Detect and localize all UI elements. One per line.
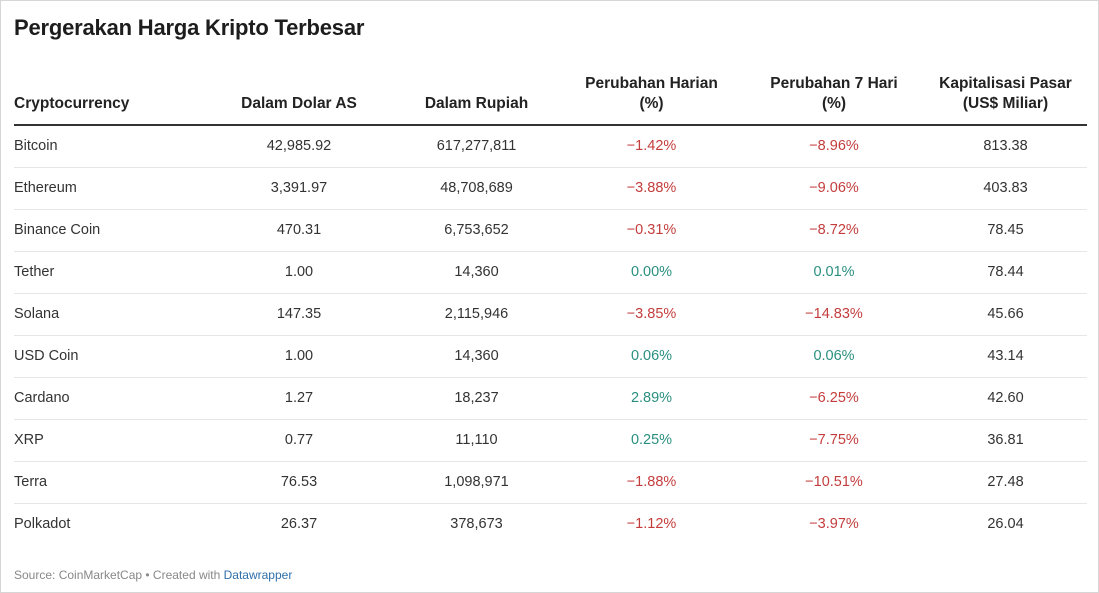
- table-row: USD Coin 1.00 14,360 0.06% 0.06% 43.14: [14, 335, 1087, 378]
- header-weekly-change-line1: Perubahan 7 Hari: [770, 75, 898, 92]
- table-row: XRP 0.77 11,110 0.25% −7.75% 36.81: [14, 419, 1087, 462]
- header-usd[interactable]: Dalam Dolar AS: [204, 67, 394, 126]
- table-row: Ethereum 3,391.97 48,708,689 −3.88% −9.06% 40…: [14, 167, 1087, 210]
- cell-rupiah: 14,360: [394, 251, 559, 294]
- cell-name: Bitcoin: [14, 125, 204, 168]
- header-daily-change[interactable]: Perubahan Harian (%): [559, 67, 744, 126]
- cell-weekly-change: −10.51%: [744, 461, 924, 504]
- cell-weekly-change: −6.25%: [744, 377, 924, 420]
- cell-rupiah: 18,237: [394, 377, 559, 420]
- header-daily-change-line2: (%): [639, 95, 664, 112]
- cell-daily-change: 2.89%: [559, 377, 744, 420]
- cell-name: Ethereum: [14, 167, 204, 210]
- cell-daily-change: −1.12%: [626, 516, 677, 533]
- cell-weekly-change: −3.97%: [809, 516, 859, 533]
- cell-rupiah: 48,708,689: [394, 167, 559, 210]
- datawrapper-link[interactable]: Datawrapper: [223, 568, 293, 582]
- cell-rupiah: 11,110: [394, 419, 559, 462]
- table-row: Terra 76.53 1,098,971 −1.88% −10.51% 27.48: [14, 461, 1087, 504]
- header-market-cap-line2: (US$ Miliar): [962, 95, 1049, 112]
- crypto-table: Cryptocurrency Dalam Dolar AS Dalam Rupi…: [14, 67, 1087, 545]
- header-weekly-change-line2: (%): [821, 95, 847, 112]
- cell-weekly-change: 0.06%: [744, 335, 924, 378]
- header-rupiah[interactable]: Dalam Rupiah: [394, 67, 559, 126]
- cell-usd: 76.53: [204, 461, 394, 504]
- cell-weekly-change: −8.72%: [744, 209, 924, 252]
- cell-weekly-change: −14.83%: [744, 293, 924, 336]
- cell-usd: 0.77: [204, 419, 394, 462]
- cell-market-cap: 78.44: [924, 251, 1087, 294]
- footer: Source: CoinMarketCap • Created with Dat…: [14, 568, 292, 582]
- header-daily-change-line1: Perubahan Harian: [585, 75, 718, 92]
- cell-rupiah: 617,277,811: [394, 125, 559, 168]
- cell-rupiah: 378,673: [450, 516, 503, 533]
- cell-daily-change: 0.00%: [559, 251, 744, 294]
- cell-name: Polkadot: [14, 516, 71, 533]
- cell-daily-change: 0.06%: [559, 335, 744, 378]
- cell-name: Cardano: [14, 377, 204, 420]
- cell-weekly-change: 0.01%: [744, 251, 924, 294]
- cell-usd: 42,985.92: [204, 125, 394, 168]
- cell-usd: 1.00: [204, 251, 394, 294]
- table-row: Binance Coin 470.31 6,753,652 −0.31% −8.72% 7…: [14, 209, 1087, 252]
- cell-market-cap: 813.38: [924, 125, 1087, 168]
- cell-name: Solana: [14, 293, 204, 336]
- cell-daily-change: −3.85%: [559, 293, 744, 336]
- header-cryptocurrency[interactable]: Cryptocurrency: [14, 67, 204, 126]
- cell-market-cap: 403.83: [924, 167, 1087, 210]
- cell-daily-change: −1.88%: [559, 461, 744, 504]
- cell-rupiah: 1,098,971: [394, 461, 559, 504]
- cell-market-cap: 78.45: [924, 209, 1087, 252]
- cell-daily-change: −1.42%: [559, 125, 744, 168]
- chart-title: Pergerakan Harga Kripto Terbesar: [14, 15, 365, 40]
- table-header-row: Cryptocurrency Dalam Dolar AS Dalam Rupi…: [14, 67, 1087, 126]
- cell-rupiah: 14,360: [394, 335, 559, 378]
- table-row: Bitcoin 42,985.92 617,277,811 −1.42% −8.96% 8…: [14, 125, 1087, 168]
- cell-daily-change: −3.88%: [559, 167, 744, 210]
- cell-usd: 3,391.97: [204, 167, 394, 210]
- table-row: Solana 147.35 2,115,946 −3.85% −14.83% 45.66: [14, 293, 1087, 336]
- header-weekly-change[interactable]: Perubahan 7 Hari (%): [744, 67, 924, 126]
- cell-usd: 1.27: [204, 377, 394, 420]
- cell-name: Tether: [14, 251, 204, 294]
- cell-rupiah: 6,753,652: [394, 209, 559, 252]
- cell-weekly-change: −9.06%: [744, 167, 924, 210]
- table-row: Polkadot 26.37 378,673 −1.12% −3.97% 26.04: [14, 503, 1087, 545]
- cell-market-cap: 43.14: [924, 335, 1087, 378]
- source-text: Source: CoinMarketCap • Created with: [14, 568, 224, 582]
- cell-rupiah: 2,115,946: [394, 293, 559, 336]
- cell-market-cap: 27.48: [924, 461, 1087, 504]
- header-market-cap[interactable]: Kapitalisasi Pasar (US$ Miliar): [924, 67, 1087, 126]
- cell-market-cap: 26.04: [987, 516, 1024, 533]
- header-market-cap-line1: Kapitalisasi Pasar: [939, 75, 1072, 92]
- cell-name: Terra: [14, 461, 204, 504]
- cell-usd: 470.31: [204, 209, 394, 252]
- table-row: Tether 1.00 14,360 0.00% 0.01% 78.44: [14, 251, 1087, 294]
- cell-daily-change: −0.31%: [559, 209, 744, 252]
- cell-usd: 26.37: [280, 516, 318, 533]
- cell-daily-change: 0.25%: [559, 419, 744, 462]
- cell-usd: 147.35: [204, 293, 394, 336]
- cell-weekly-change: −7.75%: [744, 419, 924, 462]
- table-row: Cardano 1.27 18,237 2.89% −6.25% 42.60: [14, 377, 1087, 420]
- cell-market-cap: 36.81: [924, 419, 1087, 462]
- cell-market-cap: 45.66: [924, 293, 1087, 336]
- table-body: Bitcoin 42,985.92 617,277,811 −1.42% −8.96% 8…: [14, 125, 1087, 545]
- cell-name: Binance Coin: [14, 209, 204, 252]
- cell-name: XRP: [14, 419, 204, 462]
- cell-name: USD Coin: [14, 335, 204, 378]
- cell-usd: 1.00: [204, 335, 394, 378]
- cell-weekly-change: −8.96%: [744, 125, 924, 168]
- cell-market-cap: 42.60: [924, 377, 1087, 420]
